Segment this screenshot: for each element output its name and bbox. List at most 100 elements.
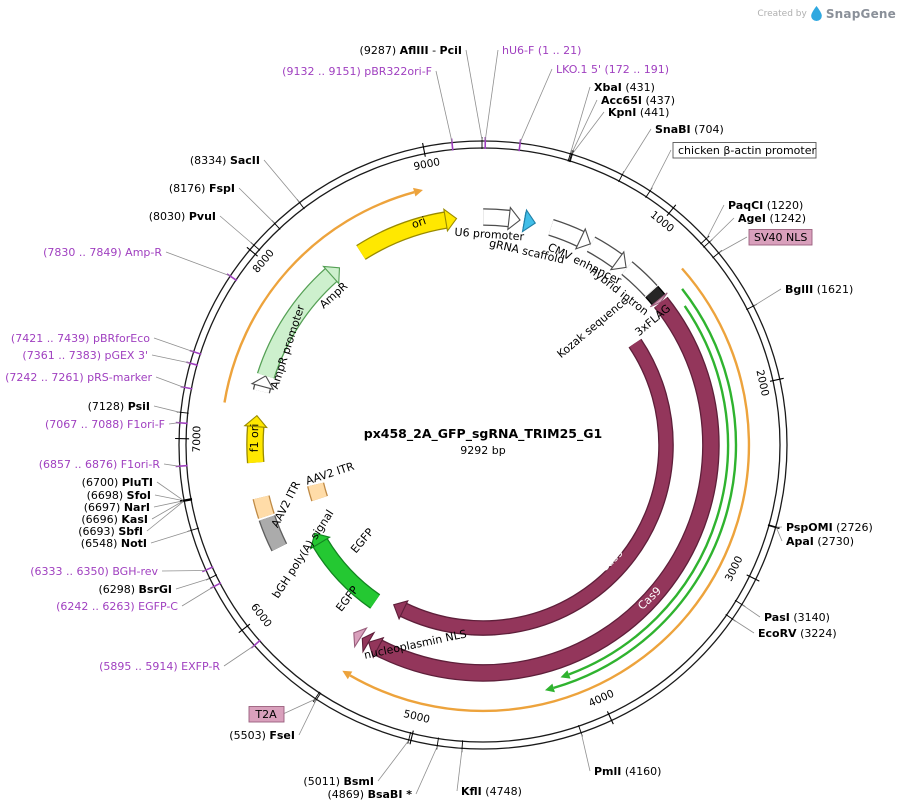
site-label-apai-2730[interactable]: ApaI (2730) [786, 535, 854, 548]
site-label-hu6-f-1-21[interactable]: hU6-F (1 .. 21) [502, 44, 581, 57]
feature-t2a[interactable] [353, 626, 368, 649]
feature-egfp[interactable] [309, 532, 381, 609]
site-label-6242-6263-egfp-c[interactable]: (6242 .. 6263) EGFP-C [56, 600, 178, 613]
feature-ori[interactable] [356, 207, 458, 260]
feature-hybrid-intron[interactable] [621, 261, 658, 298]
feature-cas9[interactable] [392, 338, 674, 636]
leader-line [151, 500, 184, 520]
leader-line [650, 149, 672, 191]
leader-line [223, 645, 254, 667]
feature-grna-scaffold[interactable] [521, 208, 537, 233]
enzyme-site-tick [180, 498, 192, 502]
feature-label-ori[interactable]: ori [410, 214, 428, 231]
plasmid-backbone [185, 147, 781, 743]
site-label-xbai-431[interactable]: XbaI (431) [594, 81, 655, 94]
site-label-sv40-nls[interactable]: SV40 NLS [754, 231, 807, 244]
leader-line [175, 578, 210, 590]
feature-sv40-nls[interactable] [649, 292, 668, 308]
site-label-6698-sfoi[interactable]: (6698) SfoI [87, 489, 151, 502]
site-label-kpni-441[interactable]: KpnI (441) [608, 106, 669, 119]
feature-label-kozak-sequence[interactable]: Kozak sequence [555, 294, 632, 361]
site-label-bglii-1621[interactable]: BglII (1621) [785, 283, 853, 296]
site-label-paqci-1220[interactable]: PaqCI (1220) [728, 199, 803, 212]
feature-cas9[interactable] [367, 296, 720, 682]
site-label-7128-psii[interactable]: (7128) PsiI [88, 400, 150, 413]
site-label-4869-bsabi[interactable]: (4869) BsaBI * [328, 788, 413, 801]
feature-arrowhead-icon [250, 375, 275, 391]
site-label-8334-sacii[interactable]: (8334) SacII [190, 154, 260, 167]
leader-line [168, 422, 179, 425]
feature-label-aav2-itr[interactable]: AAV2 ITR [269, 479, 304, 530]
site-label-6693-sbfi[interactable]: (6693) SbfI [78, 525, 143, 538]
leader-line [151, 354, 190, 364]
site-label-box-t2a[interactable] [248, 706, 285, 723]
site-label-6548-noti[interactable]: (6548) NotI [81, 537, 147, 550]
site-label-6857-6876-f1ori-r[interactable]: (6857 .. 6876) F1ori-R [39, 458, 161, 471]
feature-nucleoplasmin-nls[interactable] [361, 631, 376, 654]
site-label-pmli-4160[interactable]: PmlI (4160) [594, 765, 661, 778]
site-label-6298-bsrgi[interactable]: (6298) BsrGI [98, 583, 172, 596]
feature-label-egfp[interactable]: EGFP [348, 525, 376, 555]
site-label-8176-fspi[interactable]: (8176) FspI [169, 182, 235, 195]
site-label-acc65i-437[interactable]: Acc65I (437) [601, 94, 675, 107]
feature-label-aav2-itr[interactable]: AAV2 ITR [304, 460, 356, 488]
feature-3xflag[interactable] [645, 285, 666, 306]
site-label-7830-7849-amp-r[interactable]: (7830 .. 7849) Amp-R [43, 246, 162, 259]
feature-body [587, 237, 622, 267]
orf-arc-arrowhead-icon [342, 670, 353, 680]
feature-body [253, 495, 274, 519]
feature-aav2-itr[interactable] [252, 495, 275, 519]
site-label-pasi-3140[interactable]: PasI (3140) [764, 611, 830, 624]
feature-arrowhead-icon [649, 292, 668, 308]
site-label-7421-7439-pbrforeco[interactable]: (7421 .. 7439) pBRforEco [11, 332, 150, 345]
site-label-chicken-actin-promoter[interactable]: chicken β-actin promoter [678, 144, 816, 157]
feature-body [400, 339, 673, 635]
feature-arrowhead-icon [507, 206, 521, 231]
feature-cmv-enhancer[interactable] [548, 218, 592, 250]
feature-bgh-poly-a-signal[interactable] [258, 515, 288, 552]
site-label-kfli-4748[interactable]: KflI (4748) [461, 785, 522, 798]
feature-ampr[interactable] [256, 265, 341, 379]
leader-line [153, 337, 193, 352]
feature-chicken-beta-actin-promoter[interactable] [586, 236, 627, 271]
site-label-6333-6350-bgh-rev[interactable]: (6333 .. 6350) BGH-rev [30, 565, 158, 578]
site-label-8030-pvui[interactable]: (8030) PvuI [149, 210, 216, 223]
site-label-snabi-704[interactable]: SnaBI (704) [655, 123, 724, 136]
feature-label-u6-promoter[interactable]: U6 promoter [454, 226, 525, 244]
site-label-7242-7261-prs-marker[interactable]: (7242 .. 7261) pRS-marker [5, 371, 152, 384]
feature-ampr-promoter[interactable] [250, 375, 275, 394]
feature-body [308, 482, 327, 501]
leader-line [150, 530, 191, 544]
feature-arrowhead-icon [353, 626, 368, 649]
site-label-ecorv-3224[interactable]: EcoRV (3224) [758, 627, 837, 640]
feature-arrowhead-icon [367, 636, 385, 659]
site-label-pspomi-2726[interactable]: PspOMI (2726) [786, 521, 873, 534]
site-label-9132-9151-pbr322ori-f[interactable]: (9132 .. 9151) pBR322ori-F [282, 65, 432, 78]
feature-body [374, 297, 719, 681]
leader-line [154, 494, 184, 501]
site-label-6697-nari[interactable]: (6697) NarI [84, 501, 150, 514]
site-label-agei-1242[interactable]: AgeI (1242) [738, 212, 806, 225]
site-label-6700-pluti[interactable]: (6700) PluTI [82, 476, 153, 489]
site-label-7361-7383-pgex-3[interactable]: (7361 .. 7383) pGEX 3' [22, 349, 148, 362]
site-label-5011-bsmi[interactable]: (5011) BsmI [303, 775, 374, 788]
feature-body [254, 384, 270, 394]
feature-label-f1-ori[interactable]: f1 ori [248, 423, 261, 452]
feature-aav2-itr[interactable] [307, 482, 328, 502]
leader-line [377, 740, 409, 782]
site-label-5503-fsei[interactable]: (5503) FseI [229, 729, 295, 742]
site-label-t2a[interactable]: T2A [254, 708, 277, 721]
feature-u6-promoter[interactable] [483, 206, 521, 231]
site-label-lko-1-5-172-191[interactable]: LKO.1 5' (172 .. 191) [556, 63, 669, 76]
site-label-box-sv40-nls[interactable] [748, 229, 813, 246]
primer-site-tick [201, 566, 214, 573]
scale-tick-mark [409, 730, 414, 745]
feature-f1-ori[interactable] [243, 414, 268, 464]
site-label-9287-afliii-pcii[interactable]: (9287) AflIII - PciI [360, 44, 462, 57]
site-label-5895-5914-exfp-r[interactable]: (5895 .. 5914) EXFP-R [99, 660, 220, 673]
site-label-6696-kasi[interactable]: (6696) KasI [81, 513, 148, 526]
site-label-7067-7088-f1ori-f[interactable]: (7067 .. 7088) F1ori-F [45, 418, 165, 431]
site-label-box-chicken-actin-promoter[interactable] [672, 142, 817, 159]
scale-tick-mark [422, 142, 426, 157]
